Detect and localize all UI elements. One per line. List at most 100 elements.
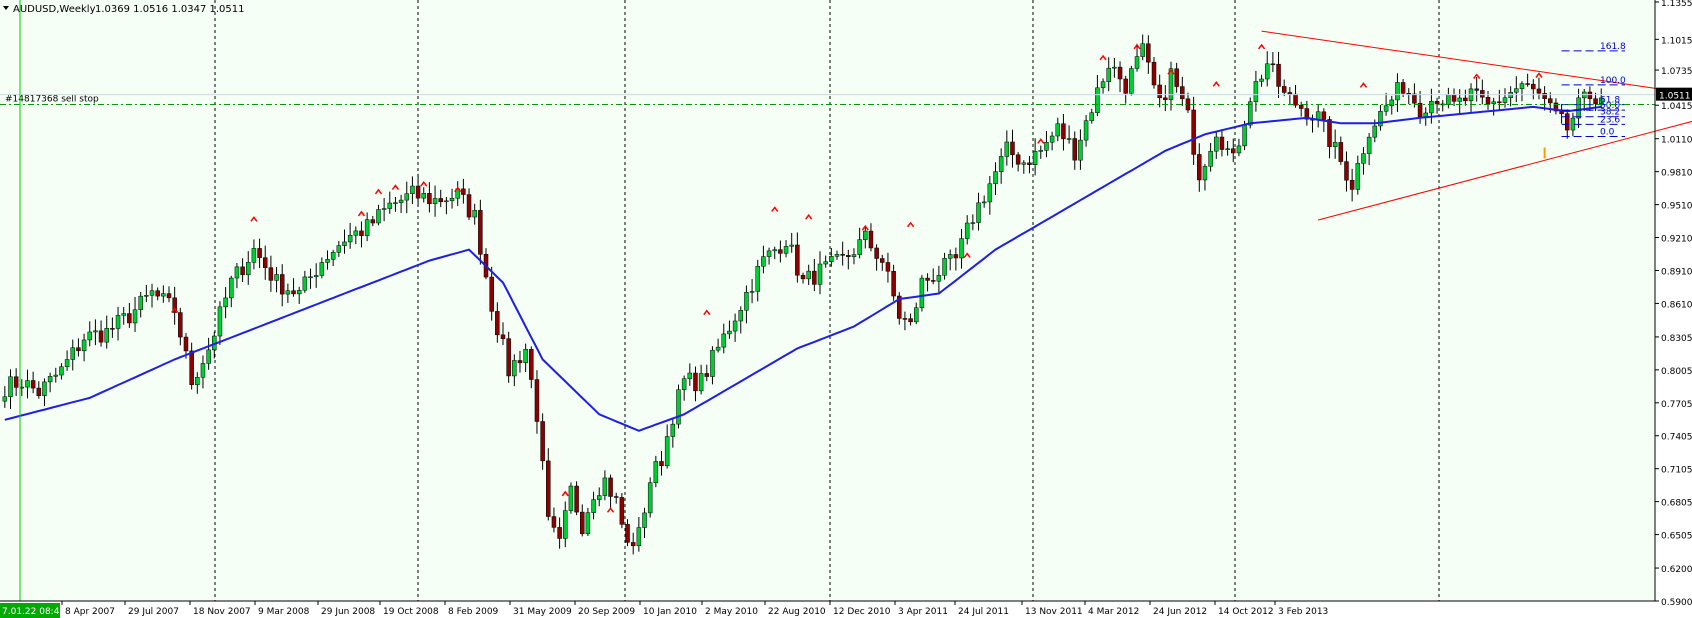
bear-candle [1146, 43, 1151, 63]
candle [1021, 160, 1027, 174]
bear-candle [1015, 154, 1021, 165]
cursor-time-box [0, 603, 60, 618]
candle [178, 307, 183, 346]
candle [857, 227, 862, 259]
candle [353, 226, 359, 245]
bull-candle [1598, 97, 1604, 104]
candle [325, 250, 330, 270]
bear-candle [540, 421, 545, 462]
price-tick-label: 1.0735 [1661, 67, 1692, 77]
bull-candle [1055, 123, 1061, 137]
candle [121, 306, 126, 325]
fractal-up-marker [454, 186, 462, 193]
bull-candle [596, 495, 602, 500]
candle [1298, 101, 1304, 117]
candle [930, 268, 936, 285]
candle [30, 371, 36, 394]
candle [444, 197, 449, 215]
bear-candle [13, 376, 19, 388]
fractal-up-marker [357, 210, 366, 217]
fractal-up-marker [1359, 82, 1368, 88]
bull-candle [387, 202, 393, 209]
candle [993, 162, 998, 196]
time-tick-label: 14 Oct 2012 [1218, 607, 1274, 617]
fractal-up-marker [805, 213, 813, 220]
candle [1236, 138, 1242, 157]
candle [1123, 75, 1128, 104]
bull-candle [698, 373, 704, 392]
bear-candle [795, 244, 800, 276]
bull-candle [1129, 68, 1134, 94]
candle [308, 268, 313, 289]
candle [87, 321, 92, 347]
candle [438, 189, 443, 208]
bear-candle [840, 254, 845, 256]
candle [795, 232, 800, 283]
bear-candle [1010, 141, 1015, 156]
candle [427, 182, 432, 213]
candle [1400, 79, 1406, 98]
bull-candle [410, 185, 415, 194]
bull-candle [1112, 66, 1117, 69]
bull-candle [229, 277, 234, 299]
current-price-box [1656, 87, 1692, 101]
bull-candle [296, 290, 302, 295]
bear-candle [517, 360, 523, 364]
candle [166, 286, 172, 303]
candle [1293, 84, 1298, 108]
bear-candle [1525, 83, 1530, 85]
candle [630, 532, 636, 555]
bear-candle [546, 460, 551, 517]
candle [1157, 74, 1162, 108]
candle [1134, 43, 1140, 72]
bear-candle [1321, 111, 1327, 120]
candle [1349, 168, 1355, 202]
price-tick-label: 1.1355 [1661, 0, 1692, 9]
bull-candle [1491, 101, 1496, 104]
candle [812, 258, 817, 292]
time-tick-label: 24 Jul 2011 [958, 607, 1009, 617]
candle [1480, 79, 1485, 105]
bear-candle [1485, 97, 1491, 104]
candle [1191, 96, 1196, 165]
fibo-level-label: 50.0 [1600, 101, 1620, 111]
bear-candle [427, 193, 432, 204]
candle [149, 283, 155, 308]
bull-candle [223, 297, 228, 308]
bull-candle [755, 266, 760, 292]
bear-candle [1531, 83, 1536, 90]
candle [1010, 129, 1015, 168]
bear-candle [1417, 102, 1423, 117]
bear-candle [557, 527, 562, 539]
bear-candle [189, 350, 194, 385]
candle [1457, 89, 1462, 115]
price-tick-label: 0.7705 [1661, 400, 1692, 410]
bull-candle [863, 230, 868, 240]
candle [591, 491, 596, 520]
candle [1525, 73, 1530, 87]
candle [738, 306, 744, 334]
candle [540, 413, 545, 470]
candle [200, 355, 206, 389]
candle [155, 287, 160, 301]
candle [1072, 131, 1078, 170]
candle [347, 222, 353, 249]
candle [1202, 163, 1208, 191]
bear-candle [172, 297, 177, 313]
bear-candle [370, 219, 376, 224]
bull-candle [981, 201, 987, 204]
candle [1214, 131, 1219, 160]
candle [127, 302, 132, 328]
candle [676, 384, 681, 429]
candle [1044, 131, 1049, 158]
bear-candle [891, 270, 896, 297]
candle [653, 455, 659, 488]
candle [574, 481, 579, 516]
bull-candle [8, 376, 13, 398]
candle [461, 178, 466, 204]
fibo-level-label: 0.0 [1600, 128, 1615, 138]
candle [687, 363, 693, 386]
bull-candle [1044, 142, 1049, 151]
